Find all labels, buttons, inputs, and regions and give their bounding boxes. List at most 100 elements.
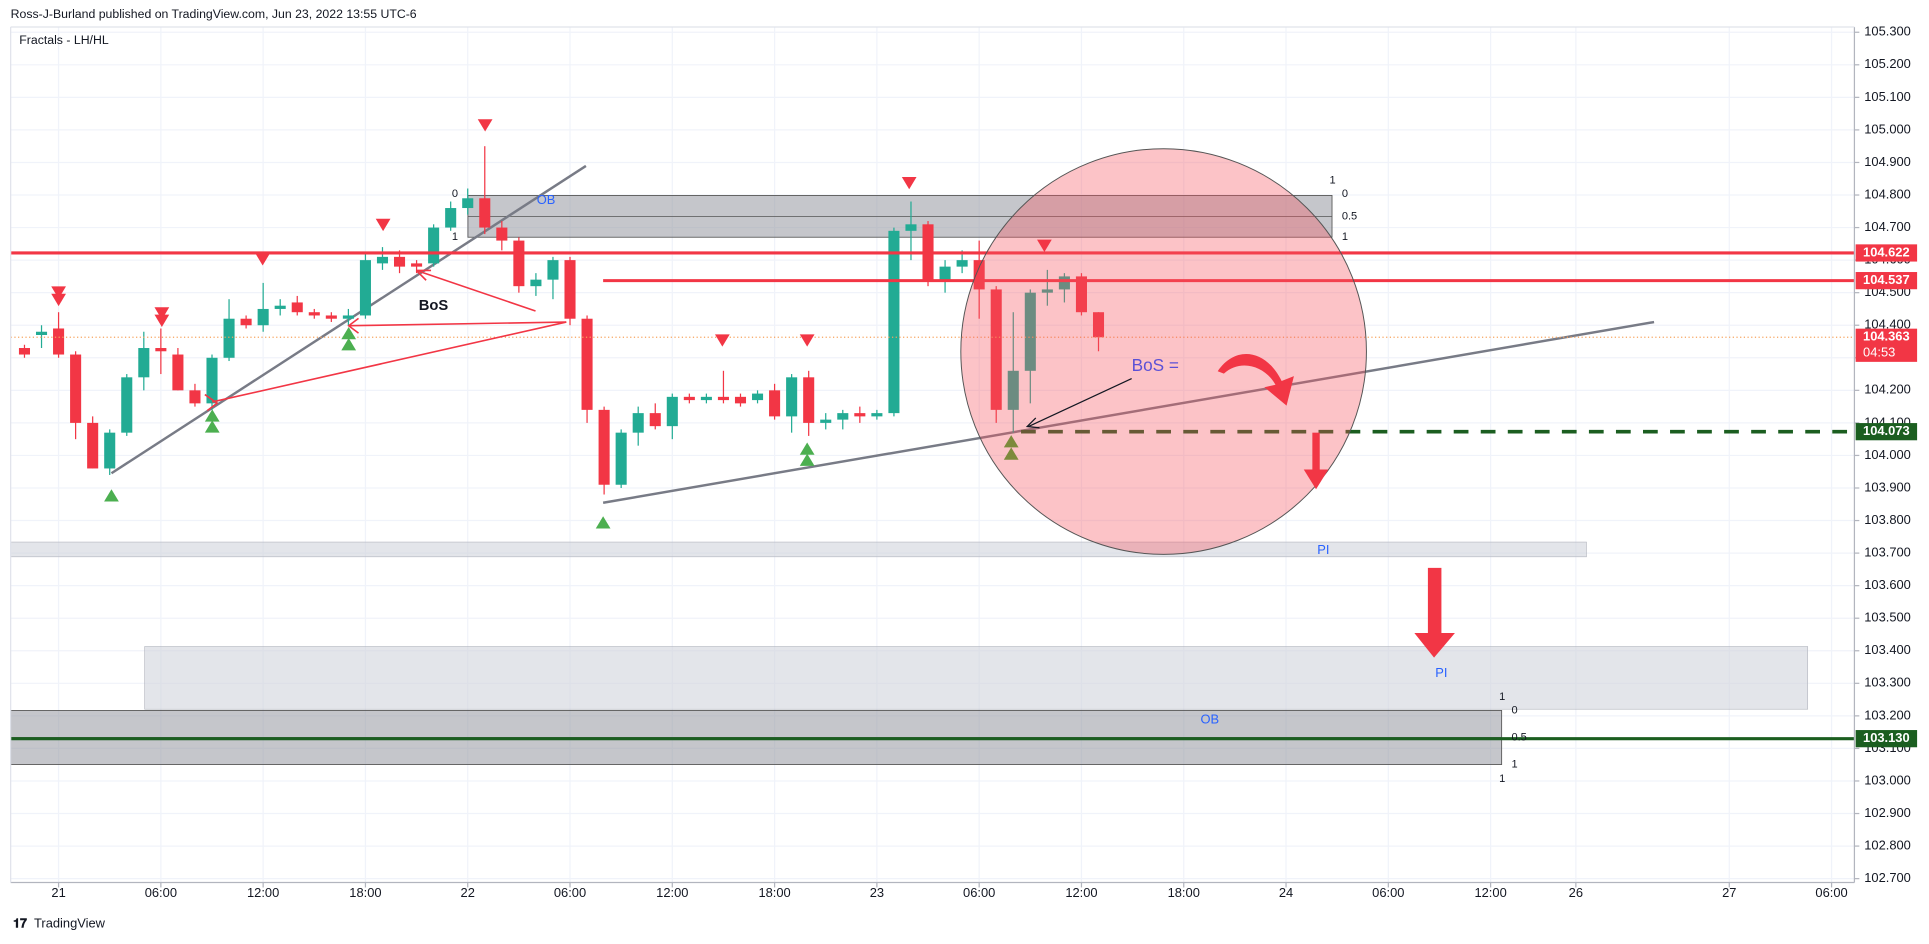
trendline: [602, 320, 1655, 504]
fractal-low: [204, 420, 220, 433]
candle-body: [581, 318, 593, 410]
arrow: [212, 321, 567, 403]
fib-label: 1: [1499, 691, 1505, 703]
countdown: 04:53: [1863, 345, 1895, 360]
candle-body: [257, 308, 269, 326]
candle-body: [905, 224, 917, 231]
x-tick-label: 12:00: [1065, 885, 1097, 900]
fractal-low: [595, 516, 611, 529]
candle-body: [87, 422, 99, 469]
y-tick-label: 104.900: [1864, 154, 1911, 169]
curved-arrow: [1217, 354, 1294, 406]
logo: 𝟏𝟕: [13, 917, 27, 931]
candle-body: [598, 409, 610, 485]
candle-body: [1041, 289, 1053, 293]
y-tick-label: 103.500: [1864, 610, 1911, 625]
brand: TradingView: [34, 916, 106, 931]
candle-body: [342, 315, 354, 319]
candle-body: [462, 198, 474, 209]
candle-body: [291, 302, 303, 313]
fib-label: 0: [1511, 704, 1517, 716]
candle-body: [376, 256, 389, 264]
y-tick-label: 105.200: [1864, 56, 1911, 71]
fractal-low: [799, 453, 815, 466]
candle-body: [1007, 370, 1019, 410]
candle-body: [717, 396, 729, 401]
fractal-high: [51, 286, 66, 299]
y-tick-label: 103.000: [1864, 772, 1911, 787]
candle-body: [752, 393, 764, 401]
candle-body: [70, 354, 82, 423]
bos-label: BoS =: [1132, 355, 1179, 375]
down-arrow: [1303, 469, 1329, 490]
bos-arrows: [204, 269, 567, 412]
candle-body: [871, 413, 883, 417]
y-tick-label: 104.400: [1864, 317, 1911, 332]
x-tick-label: 22: [461, 885, 475, 900]
candle-body: [547, 260, 559, 280]
y-tick-label: 103.300: [1864, 675, 1911, 690]
x-tick-label: 06:00: [145, 885, 177, 900]
x-tick-label: 24: [1279, 885, 1293, 900]
y-tick-label: 104.800: [1864, 186, 1911, 201]
candle-body: [564, 260, 576, 319]
axes: 105.300 105.200 105.100 105.000 104.900 104.8…: [51, 24, 1918, 900]
candle-body: [666, 396, 678, 427]
candle-body: [18, 348, 31, 355]
fractal-low: [341, 326, 357, 340]
attribution: Ross-J-Burland published on TradingView.…: [11, 7, 417, 21]
fib-label: 1: [1342, 231, 1348, 243]
candle-body: [445, 208, 457, 228]
fractal-high: [255, 253, 271, 266]
candle-body: [138, 348, 150, 378]
y-tick-label: 105.100: [1864, 89, 1911, 104]
price-label-bg: [1855, 244, 1918, 262]
down-arrow: [1427, 567, 1442, 636]
x-tick-label: 21: [51, 885, 65, 900]
x-tick-label: 06:00: [554, 885, 586, 900]
y-tick-label: 104.700: [1864, 219, 1911, 234]
arrow: [416, 269, 536, 312]
bos-label: BoS: [419, 298, 449, 314]
candle-body: [359, 260, 371, 316]
candle-body: [206, 357, 218, 404]
candle-body: [803, 377, 815, 423]
down-arrow: [1312, 432, 1320, 472]
candle-body: [700, 396, 712, 401]
fractal-high: [799, 334, 815, 347]
y-tick-label: 103.200: [1864, 707, 1911, 722]
candle-body: [104, 432, 116, 469]
fractal-low: [1003, 447, 1019, 460]
candle-body: [649, 413, 661, 427]
candle-body: [428, 227, 440, 264]
fib-label: 0: [452, 188, 458, 200]
candle-body: [394, 256, 406, 267]
x-tick-label: 06:00: [963, 885, 995, 900]
price-label-bg: [1855, 730, 1918, 748]
fractal-high: [1037, 239, 1052, 252]
candle-body: [496, 227, 508, 241]
candle-body: [513, 240, 525, 287]
x-tick-label: 27: [1722, 885, 1736, 900]
candle-body: [1024, 292, 1036, 371]
fractal-low: [204, 409, 220, 422]
fractal-high: [154, 307, 170, 320]
y-tick-label: 102.900: [1864, 805, 1911, 820]
candle-body: [939, 266, 951, 280]
x-tick-label: 12:00: [1474, 885, 1506, 900]
y-tick-label: 103.700: [1864, 545, 1911, 560]
x-tick-label: 06:00: [1815, 885, 1847, 900]
arrow: [348, 321, 567, 327]
fractals: [51, 119, 1052, 529]
fib-label: 0.5: [1342, 210, 1357, 222]
candle-body: [325, 315, 337, 319]
fib-label: 0: [1342, 188, 1348, 200]
bos-arrow: [1028, 378, 1132, 428]
candle-body: [888, 230, 900, 414]
fractal-high: [51, 293, 66, 307]
y-tick-label: 104.200: [1864, 382, 1911, 397]
arrow-head: [204, 393, 219, 412]
arrow-head: [1025, 417, 1040, 429]
